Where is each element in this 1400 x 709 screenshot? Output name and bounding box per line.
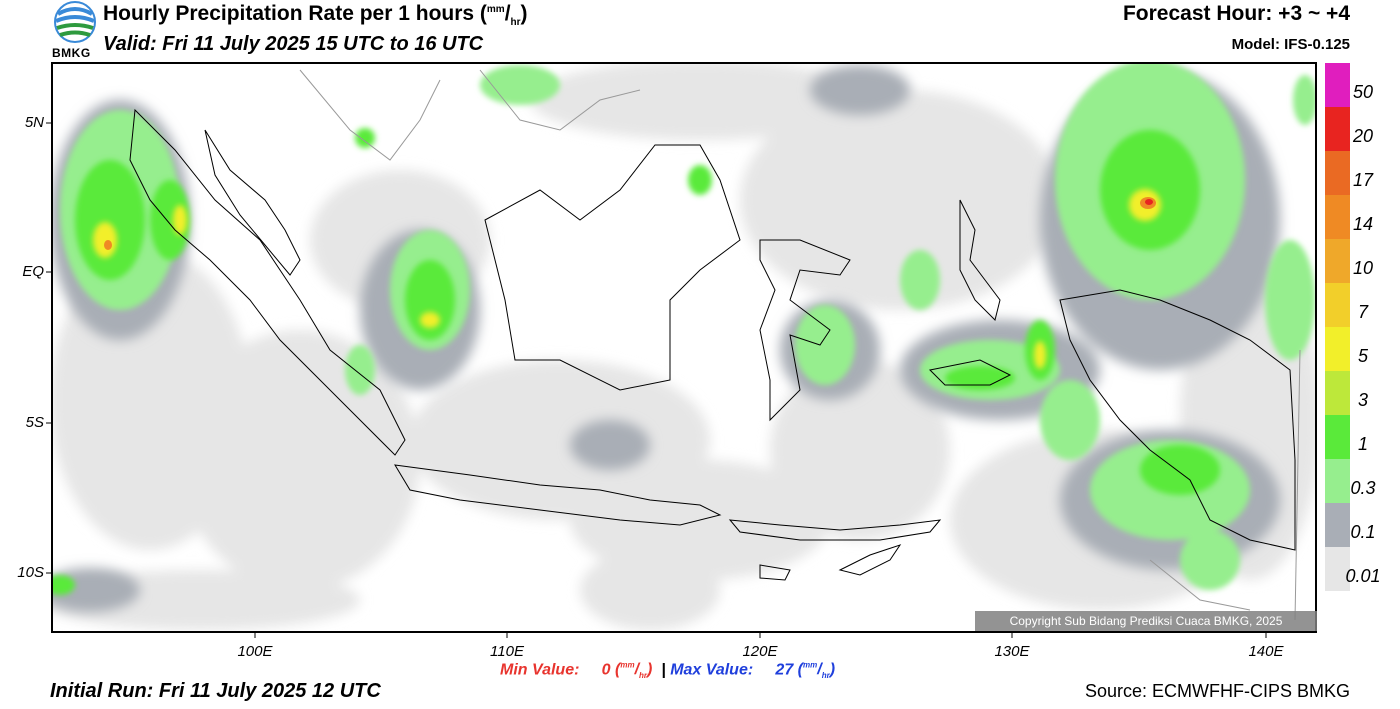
legend-swatch xyxy=(1325,371,1350,415)
page-title: Hourly Precipitation Rate per 1 hours (m… xyxy=(103,2,528,29)
legend-swatch xyxy=(1325,547,1350,591)
legend-swatch xyxy=(1325,459,1350,503)
legend-swatch xyxy=(1325,195,1350,239)
x-tick-110e: 110E xyxy=(490,643,524,660)
legend-label: 20 xyxy=(1352,126,1374,146)
legend-swatch xyxy=(1325,239,1350,283)
y-tick-10s: 10S xyxy=(17,564,44,581)
legend-label: 0.1 xyxy=(1350,522,1376,542)
legend-label: 17 xyxy=(1352,170,1374,190)
logo-text: BMKG xyxy=(52,46,91,60)
x-tick-140e: 140E xyxy=(1248,643,1284,660)
legend-swatch xyxy=(1325,327,1350,371)
copyright-notice: Copyright Sub Bidang Prediksi Cuaca BMKG… xyxy=(975,611,1317,631)
legend-colorbar xyxy=(1325,63,1350,591)
legend-label: 7 xyxy=(1357,302,1368,322)
legend-swatch xyxy=(1325,283,1350,327)
legend-label: 0.3 xyxy=(1350,478,1376,498)
legend-swatch xyxy=(1325,503,1350,547)
model-name: Model: IFS-0.125 xyxy=(1231,36,1350,53)
x-tick-120e: 120E xyxy=(742,643,778,660)
min-max-values: Min Value: 0 (mm/hr) | Max Value: 27 (mm… xyxy=(500,661,836,681)
legend-label: 14 xyxy=(1352,214,1374,234)
legend-label: 5 xyxy=(1357,346,1368,366)
legend-label: 0.01 xyxy=(1345,566,1381,586)
legend-swatch xyxy=(1325,415,1350,459)
y-tick-5s: 5S xyxy=(25,414,44,431)
initial-run: Initial Run: Fri 11 July 2025 12 UTC xyxy=(50,680,381,702)
max-label: Max Value: xyxy=(670,661,754,679)
max-value: 27 xyxy=(775,661,794,679)
min-label: Min Value: xyxy=(500,661,580,679)
y-tick-5n: 5N xyxy=(24,114,44,131)
legend-swatch xyxy=(1325,63,1350,107)
legend-label: 1 xyxy=(1357,434,1368,454)
separator: | xyxy=(661,661,666,679)
forecast-hour: Forecast Hour: +3 ~ +4 xyxy=(1122,2,1350,25)
legend-label: 50 xyxy=(1352,82,1374,102)
x-tick-100e: 100E xyxy=(237,643,273,660)
bmkg-logo-icon xyxy=(54,1,96,43)
legend-label: 3 xyxy=(1357,390,1368,410)
x-tick-130e: 130E xyxy=(994,643,1030,660)
data-source: Source: ECMWFHF-CIPS BMKG xyxy=(1084,681,1350,701)
legend-swatch xyxy=(1325,151,1350,195)
y-tick-eq: EQ xyxy=(22,263,44,280)
min-value: 0 xyxy=(601,661,611,679)
legend-label: 10 xyxy=(1352,258,1374,278)
legend-swatch xyxy=(1325,107,1350,151)
valid-time: Valid: Fri 11 July 2025 15 UTC to 16 UTC xyxy=(103,33,484,55)
